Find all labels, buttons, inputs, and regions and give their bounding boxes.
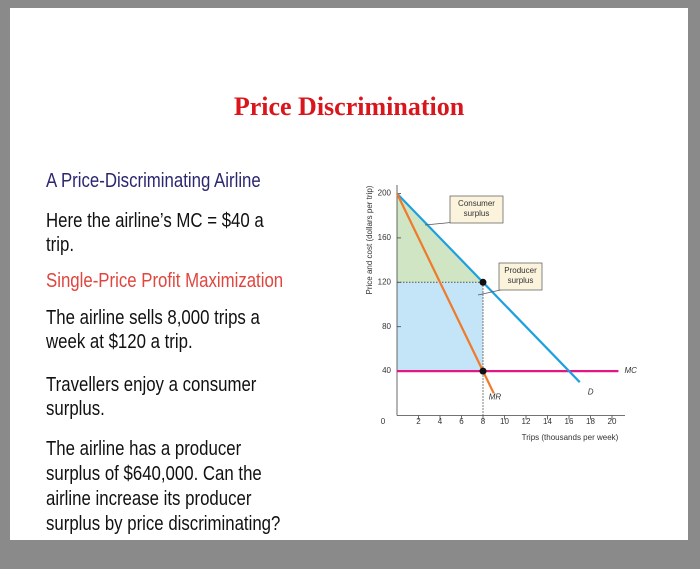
y-tick-label: 200 xyxy=(378,189,392,198)
x-tick-label: 16 xyxy=(565,417,574,426)
x-tick-label: 10 xyxy=(500,417,509,426)
callout-box xyxy=(498,262,543,291)
point xyxy=(479,278,487,286)
y-axis-label: Price and cost (dollars per trip) xyxy=(365,185,374,294)
paragraph-line: Here the airline’s MC = $40 a xyxy=(46,210,264,232)
slide: Price Discrimination A Price-Discriminat… xyxy=(10,8,688,540)
x-tick-label: 20 xyxy=(608,417,617,426)
callout-label: Producer xyxy=(504,266,537,275)
x-tick-label: 0 xyxy=(381,417,386,426)
paragraph-line: The airline sells 8,000 trips a xyxy=(46,307,260,329)
paragraph-line: surplus by price discriminating? xyxy=(46,513,281,535)
curve-label: D xyxy=(588,387,594,396)
callout-box xyxy=(449,195,504,224)
curve-label: MC xyxy=(624,366,637,375)
section-heading: Single-Price Profit Maximization xyxy=(46,270,284,292)
paragraph-line: week at $120 a trip. xyxy=(46,331,193,353)
y-tick-label: 40 xyxy=(382,366,391,375)
x-tick-label: 4 xyxy=(438,417,443,426)
y-tick-label: 160 xyxy=(378,233,392,242)
x-tick-label: 14 xyxy=(543,417,552,426)
y-tick-label: 120 xyxy=(378,277,392,286)
surplus-area xyxy=(397,282,483,372)
paragraph-line: airline increase its producer xyxy=(46,488,252,510)
paragraph-line: The airline has a producer xyxy=(46,438,242,460)
paragraph-line: surplus of $640,000. Can the xyxy=(46,463,262,485)
x-tick-label: 6 xyxy=(459,417,464,426)
curve xyxy=(396,193,495,394)
slide-title: Price Discrimination xyxy=(233,92,465,121)
paragraph-line: trip. xyxy=(46,234,75,256)
section-heading: A Price-Discriminating Airline xyxy=(46,170,261,192)
point xyxy=(479,367,487,375)
x-tick-label: 18 xyxy=(586,417,595,426)
x-axis-label: Trips (thousands per week) xyxy=(522,433,619,442)
callout-label: surplus xyxy=(508,276,534,285)
x-tick-label: 12 xyxy=(522,417,531,426)
callout-label: surplus xyxy=(464,209,490,218)
x-tick-label: 2 xyxy=(416,417,421,426)
y-tick-label: 80 xyxy=(382,322,391,331)
callout-label: Consumer xyxy=(458,199,495,208)
curve-label: MR xyxy=(489,392,502,401)
x-tick-label: 8 xyxy=(481,417,486,426)
paragraph-line: surplus. xyxy=(46,398,105,420)
paragraph-line: Travellers enjoy a consumer xyxy=(46,374,257,396)
